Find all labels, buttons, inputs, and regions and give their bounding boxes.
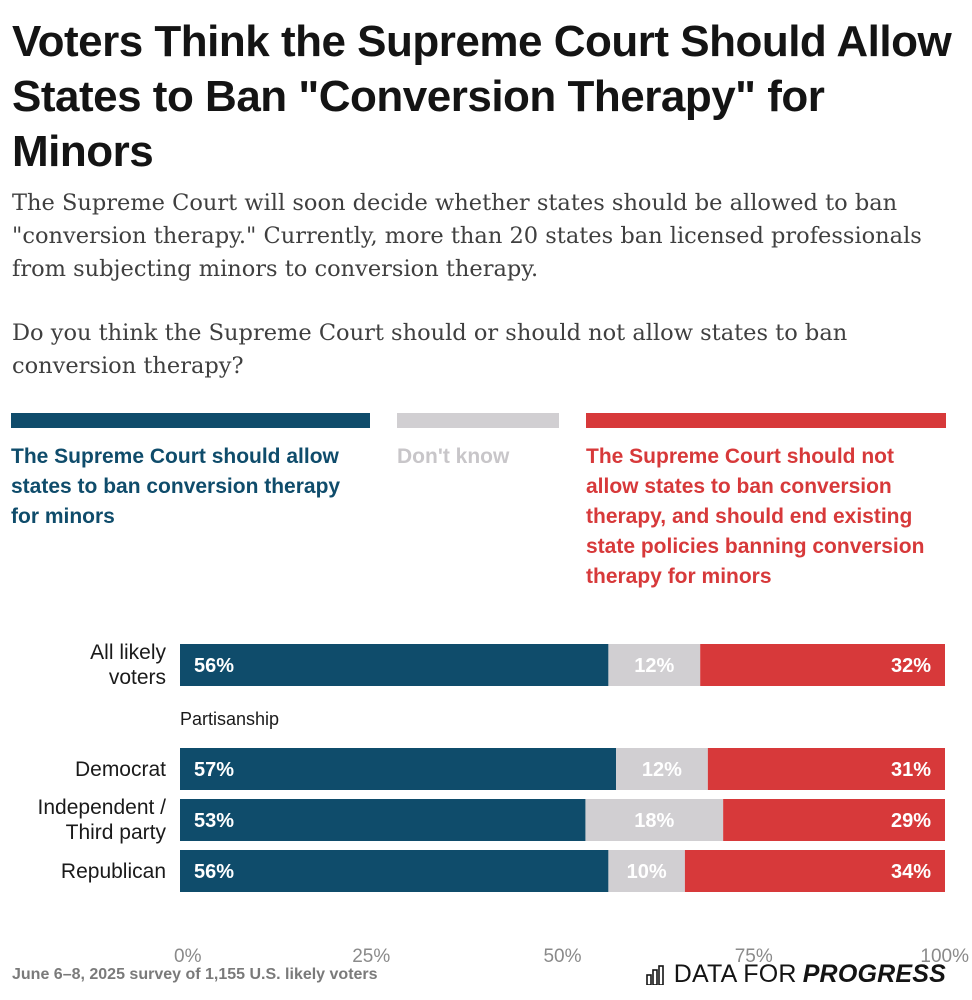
bar-segment-democrat-dont-know xyxy=(616,748,708,790)
data-label-republican-not-allow: 34% xyxy=(891,861,931,883)
brand-logo: DATA FOR PROGRESS xyxy=(645,960,946,989)
x-tick-label-4: 100% xyxy=(920,946,969,967)
bar-segment-independent-allow xyxy=(180,799,586,841)
legend-swatch-dont-know xyxy=(397,413,559,428)
row-label-democrat: Democrat xyxy=(74,758,166,781)
data-label-independent-dont-know: 18% xyxy=(634,810,674,832)
row-label-independent: Independent / Third party xyxy=(37,796,166,844)
bar-segment-republican-dont-know xyxy=(608,850,685,892)
group-label-partisanship: Partisanship xyxy=(180,709,280,729)
data-label-democrat-not-allow: 31% xyxy=(891,759,931,781)
x-tick-label-0: 0% xyxy=(174,946,202,967)
bar-segment-democrat-allow xyxy=(180,748,617,790)
legend-label-not-allow: The Supreme Court should not allow state… xyxy=(586,445,925,588)
brand-name-part2: PROGRESS xyxy=(802,960,946,988)
data-label-republican-dont-know: 10% xyxy=(627,861,667,883)
bar-segment-republican-not-allow xyxy=(684,850,945,892)
data-label-independent-allow: 53% xyxy=(194,810,234,832)
x-tick-label-2: 50% xyxy=(543,946,581,967)
bar-segment-all-voters-allow xyxy=(180,644,609,686)
bar-segment-independent-dont-know xyxy=(585,799,724,841)
data-label-republican-allow: 56% xyxy=(194,861,234,883)
bar-segment-democrat-not-allow xyxy=(707,748,945,790)
data-label-all-voters-dont-know: 12% xyxy=(634,655,674,677)
data-label-democrat-dont-know: 12% xyxy=(642,759,682,781)
data-label-all-voters-not-allow: 32% xyxy=(891,655,931,677)
survey-source-note: June 6–8, 2025 survey of 1,155 U.S. like… xyxy=(12,966,378,983)
bar-segment-all-voters-not-allow xyxy=(700,644,945,686)
data-label-democrat-allow: 57% xyxy=(194,759,234,781)
x-tick-label-3: 75% xyxy=(735,946,773,967)
legend-item-allow: The Supreme Court should allow states to… xyxy=(11,413,370,532)
data-label-all-voters-allow: 56% xyxy=(194,655,234,677)
legend-item-dont-know: Don't know xyxy=(397,413,559,472)
bar-segment-republican-allow xyxy=(180,850,609,892)
legend-swatch-allow xyxy=(11,413,370,428)
legend-label-dont-know: Don't know xyxy=(397,445,510,468)
row-label-all-voters: All likely voters xyxy=(90,641,166,689)
data-label-independent-not-allow: 29% xyxy=(891,810,931,832)
legend-item-not-allow: The Supreme Court should not allow state… xyxy=(586,413,946,592)
bar-segment-all-voters-dont-know xyxy=(608,644,701,686)
legend-swatch-not-allow xyxy=(586,413,946,428)
chart-title: Voters Think the Supreme Court Should Al… xyxy=(12,17,952,176)
chart-subtitle: The Supreme Court will soon decide wheth… xyxy=(12,190,922,282)
legend-label-allow: The Supreme Court should allow states to… xyxy=(11,445,341,528)
brand-name-part1: DATA FOR xyxy=(673,960,797,988)
bar-segment-independent-not-allow xyxy=(723,799,945,841)
survey-question: Do you think the Supreme Court should or… xyxy=(12,320,848,379)
x-tick-label-1: 25% xyxy=(352,946,390,967)
row-label-republican: Republican xyxy=(60,860,166,883)
bar-chart-logo-icon xyxy=(645,964,664,985)
